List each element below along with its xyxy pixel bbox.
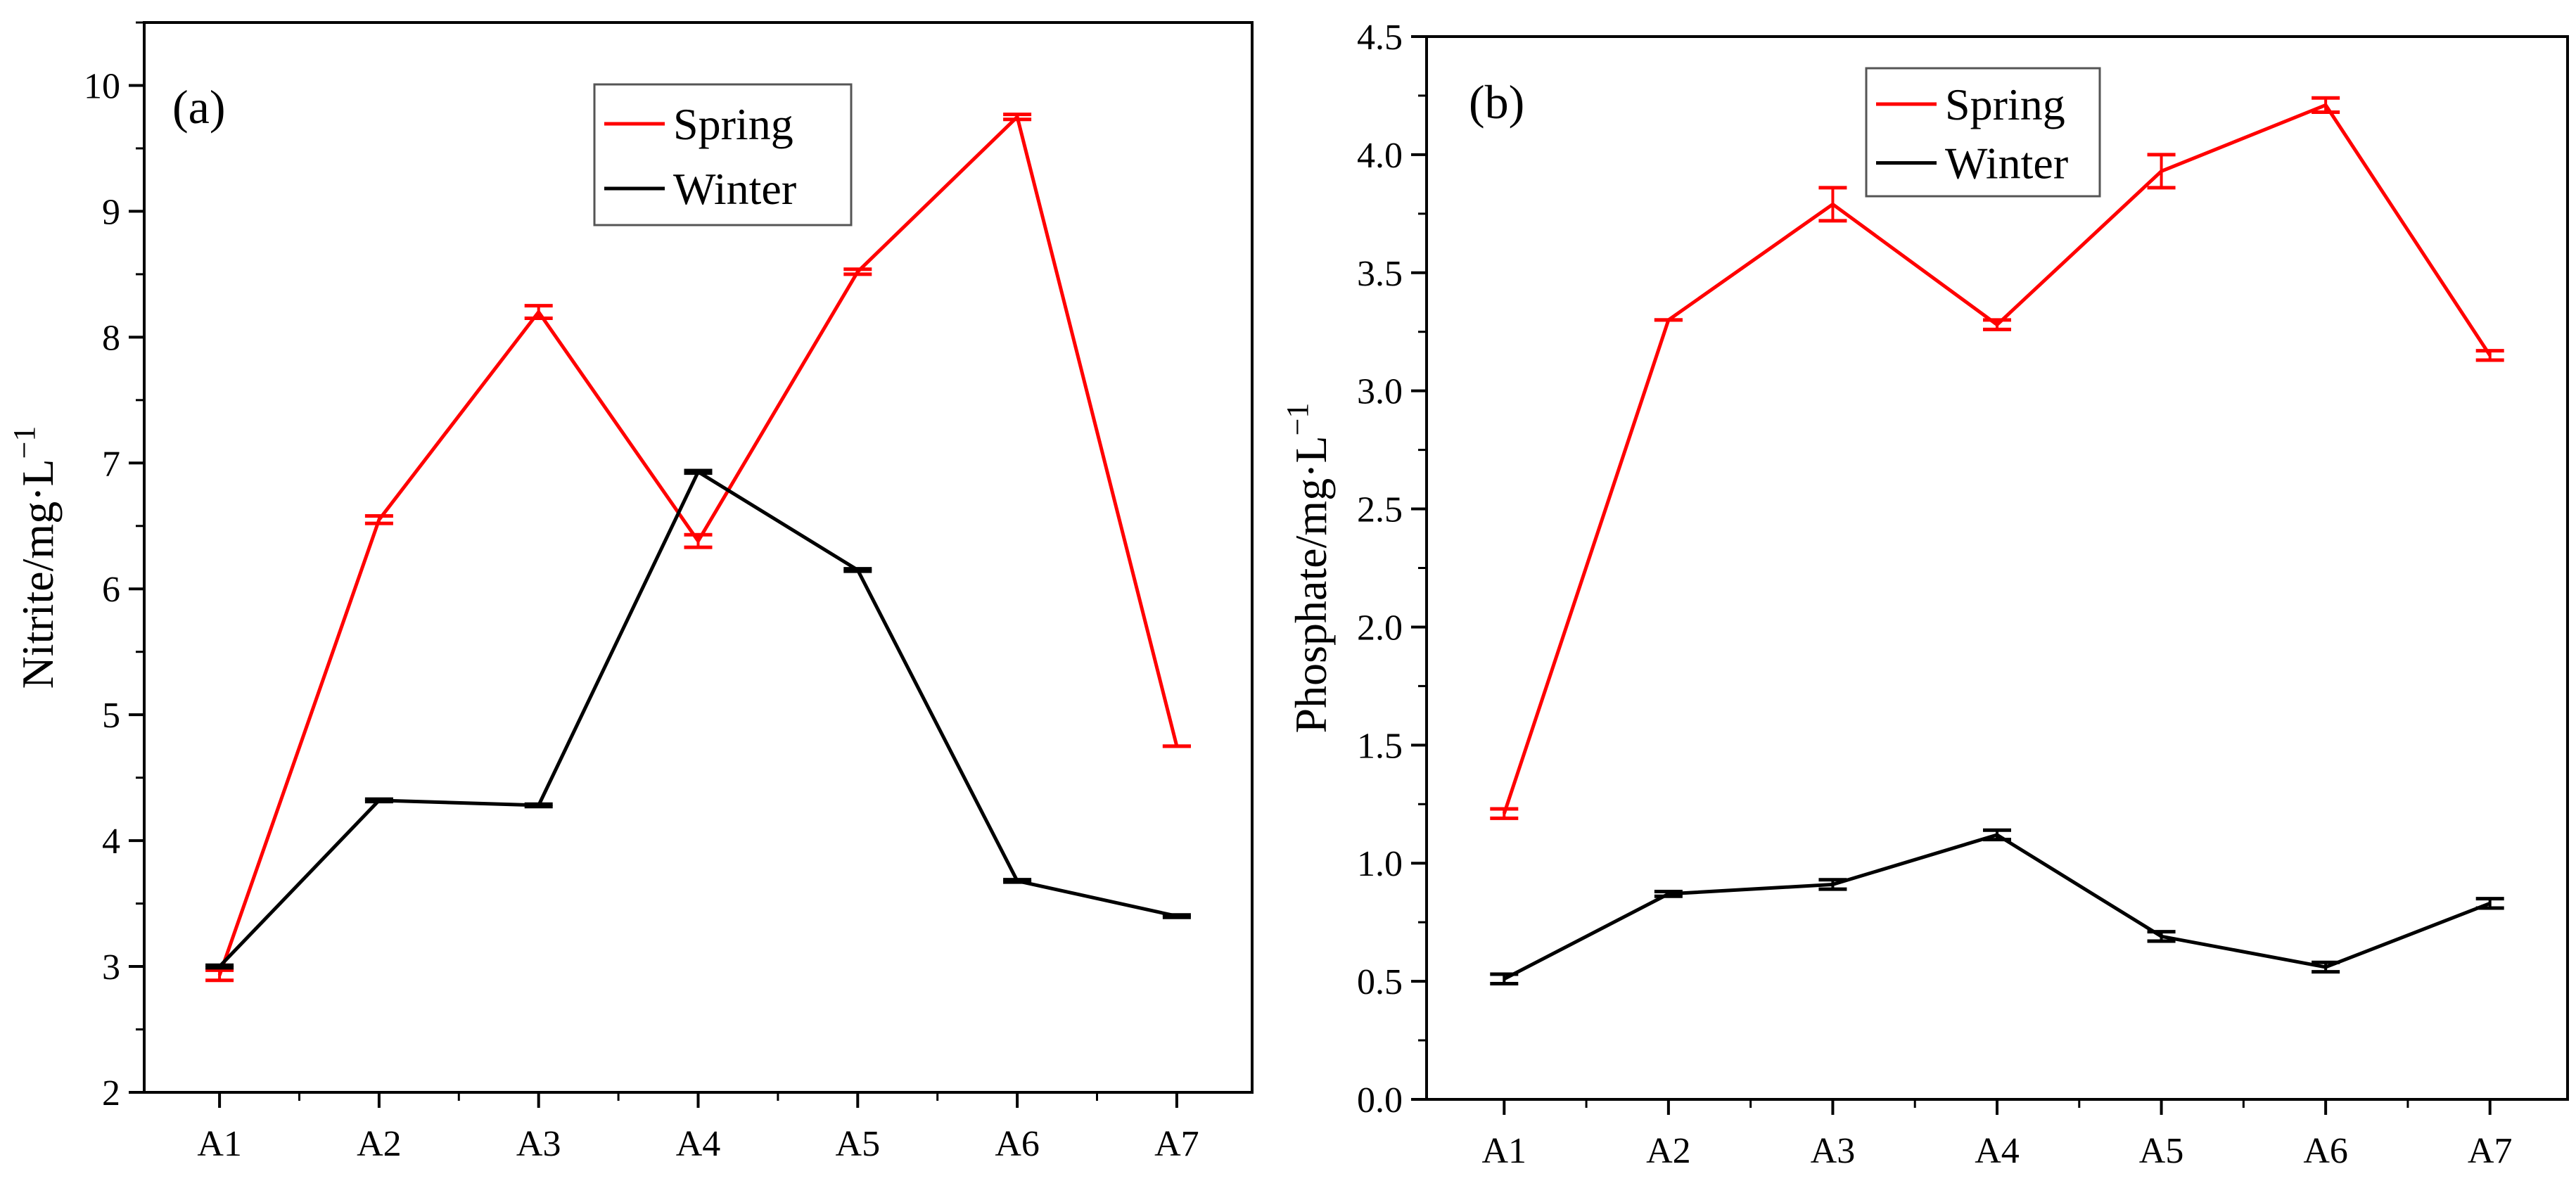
y-tick-label: 4.0 (1357, 136, 1403, 176)
y-tick-label: 6 (102, 570, 120, 610)
y-axis-title-superscript: −1 (7, 426, 42, 459)
panel-label: (b) (1469, 75, 1524, 129)
y-tick-label: 0.5 (1357, 962, 1403, 1002)
x-tick-label-a5: A5 (836, 1124, 881, 1164)
y-tick-label: 3.0 (1357, 372, 1403, 412)
y-tick-label: 3 (102, 947, 120, 988)
series-line-spring (1502, 103, 2492, 815)
chart-panel-a: 2 3 4 5 6 7 8 9 10 A1 A2 A3 A4 A5 A6 A7 Nitrite/mg·L−1 (a… (7, 21, 1254, 1164)
x-tick-label-a6: A6 (2303, 1131, 2348, 1171)
x-tick-label-a4: A4 (676, 1124, 721, 1164)
y-axis-title-text: Phosphate/mg·L (1286, 435, 1336, 733)
y-axis-title-superscript: −1 (1280, 403, 1315, 436)
y-axis-title: Nitrite/mg·L−1 (7, 426, 63, 689)
legend-label-spring: Spring (1945, 79, 2065, 129)
legend-label-winter: Winter (673, 164, 796, 214)
y-tick-label: 1.5 (1357, 726, 1403, 766)
x-tick-label-a6: A6 (995, 1124, 1040, 1164)
legend: Spring Winter (593, 83, 853, 226)
legend-label-winter: Winter (1945, 139, 2068, 189)
x-tick-label-a2: A2 (1646, 1131, 1691, 1171)
x-tick-label-a7: A7 (1154, 1124, 1199, 1164)
y-tick-label: 10 (84, 66, 120, 106)
x-tick-label-a1: A1 (1482, 1131, 1527, 1171)
y-axis-title-text: Nitrite/mg·L (13, 459, 63, 689)
y-tick-label: 2.5 (1357, 490, 1403, 530)
y-tick-label: 2.0 (1357, 608, 1403, 648)
x-tick-label-a3: A3 (516, 1124, 561, 1164)
y-tick-label: 8 (102, 318, 120, 358)
legend-box (593, 83, 853, 226)
legend-box (1865, 67, 2101, 198)
y-axis-title: Phosphate/mg·L−1 (1280, 403, 1336, 734)
x-tick-label-a4: A4 (1975, 1131, 2020, 1171)
y-tick-label: 4.5 (1357, 18, 1403, 58)
y-tick-label: 4 (102, 822, 120, 862)
y-tick-label: 5 (102, 696, 120, 736)
series-line-winter (1503, 833, 2491, 981)
y-tick-label: 1.0 (1357, 844, 1403, 884)
legend-label-spring: Spring (673, 99, 793, 149)
y-tick-label: 2 (102, 1073, 120, 1113)
panel-label: (a) (172, 80, 225, 134)
x-tick-label-a2: A2 (357, 1124, 402, 1164)
x-tick-label-a3: A3 (1811, 1131, 1856, 1171)
y-tick-label: 7 (102, 444, 120, 484)
legend: Spring Winter (1865, 67, 2101, 198)
chart-panel-b: 0.0 0.5 1.0 1.5 2.0 2.5 3.0 3.5 4.0 4.5 A1 A2 A3 A4 A5… (1280, 18, 2569, 1171)
x-tick-label-a7: A7 (2468, 1131, 2513, 1171)
x-tick-label-a5: A5 (2139, 1131, 2184, 1171)
y-tick-label: 9 (102, 192, 120, 232)
y-tick-label: 0.0 (1357, 1080, 1403, 1120)
x-tick-label-a1: A1 (197, 1124, 242, 1164)
y-tick-label: 3.5 (1357, 254, 1403, 294)
